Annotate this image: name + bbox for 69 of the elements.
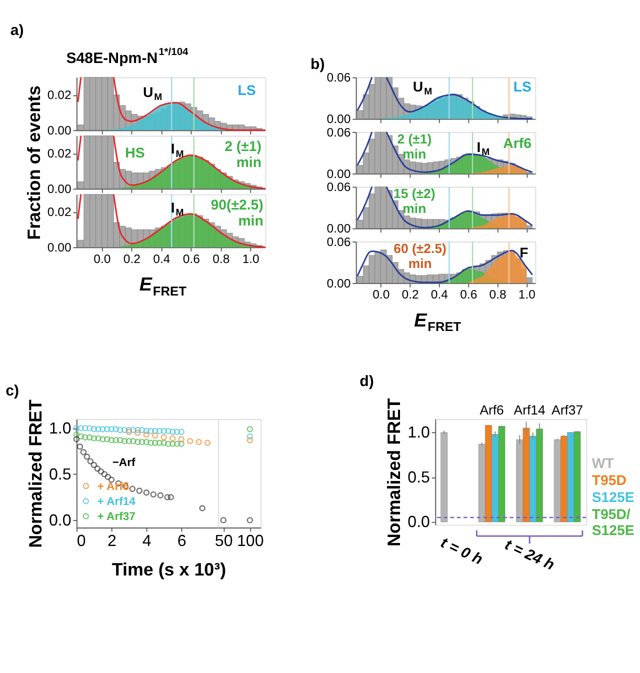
y-tick-label: 0.00 [326,112,351,126]
x-tick-label: 0.2 [123,252,141,266]
annotation: HS [125,144,145,161]
x-tick-label: 0 [76,532,86,550]
y-tick-label: 0.0 [408,513,430,532]
series-label: T95D/ S125E [592,506,634,538]
annotation: 2 (±1) min [397,131,432,162]
annotation: −Arf [112,457,136,470]
x-tick-label: 2 [107,532,116,550]
y-tick-label: 0.06 [326,234,351,249]
y-tick-label: 0.5 [408,468,430,486]
x-tick-label: 100 [237,532,264,550]
legend-label: + Arf37 [97,510,136,523]
x-tick-label: 0.0 [94,252,111,266]
text: t = 24 h [502,536,557,574]
annotation: LS [513,78,532,94]
legend-label: + Arf14 [97,496,136,508]
legend-label: + Arf6 [97,480,130,493]
x-tick-label: 50 [214,532,233,550]
y-tick-label: 0.00 [326,276,351,290]
y-tick-label: 0.06 [326,70,351,85]
series-label: S125E [592,489,634,506]
x-tick-label: 0.4 [153,252,170,266]
text: a) [10,22,24,39]
x-tick-label: 0.8 [212,252,230,266]
annotation: 60 (±2.5) min [394,240,446,271]
y-tick-label: 1.0 [408,424,430,442]
annotation: Arf6 [503,135,532,152]
x-tick-label: 1.0 [242,252,260,266]
text: d) [360,372,374,390]
x-tick-label: 0.6 [182,252,200,266]
x-tick-label: Arf6 [480,402,504,418]
x-tick-label: 0.2 [402,288,419,302]
text: b) [310,56,325,73]
x-tick-label: 0.8 [489,288,506,302]
annotation: 15 (±2) min [394,186,436,216]
y-axis-title: Normalized FRET [25,400,46,548]
text: WT [592,455,614,472]
y-tick-label: 0.02 [47,88,72,102]
y-tick-label: 0.00 [47,240,72,254]
x-tick-label: 4 [142,532,152,550]
annotation: F [520,244,529,261]
x-tick-label: 0.4 [430,288,448,302]
y-tick-label: 0.00 [326,166,351,181]
y-tick-label: 0.02 [47,146,72,161]
x-tick-label: 1.0 [518,288,536,302]
annotation: LS [238,82,256,98]
x-axis-title: Time (s x 10³) [112,560,226,580]
annotation: 2 (±1) min [224,138,262,170]
y-tick-label: 0.06 [326,125,351,140]
series-label: T95D [592,472,626,488]
y-tick-label: 0.0 [48,511,72,530]
y-tick-label: 0.00 [47,182,72,196]
y-tick-label: 0.00 [47,123,72,138]
x-tick-label: 0.0 [372,288,390,302]
y-tick-label: 0.00 [326,222,351,236]
x-tick-label: 0.6 [460,288,478,302]
y-axis-title: Normalized FRET [384,398,404,547]
x-tick-label: Arf37 [552,402,584,418]
y-tick-label: 0.02 [47,205,72,220]
text: c) [6,382,20,400]
y-tick-label: 1.0 [48,419,72,438]
y-tick-label: 0.5 [48,465,72,484]
text: t = 0 h [438,534,486,568]
x-tick-label: Arf14 [514,402,546,418]
y-axis-title: Fraction of events [24,86,44,240]
annotation: 90(±2.5) min [210,196,264,228]
x-tick-label: 6 [177,532,186,550]
y-tick-label: 0.06 [326,180,351,194]
